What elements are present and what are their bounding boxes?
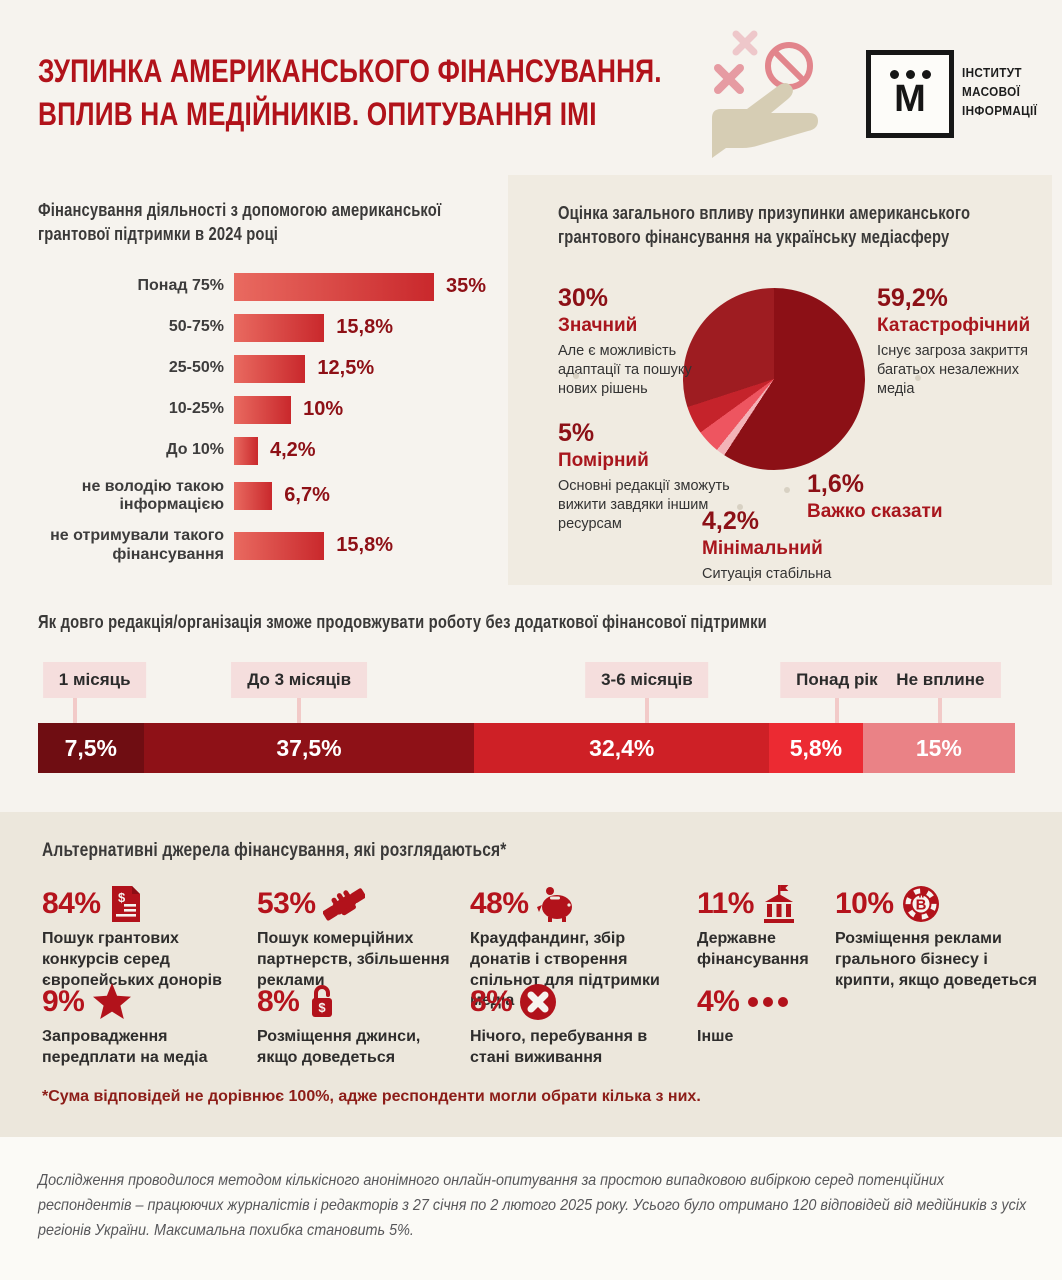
logo-org-name: ІНСТИТУТ МАСОВОЇ ІНФОРМАЦІЇ: [962, 65, 1038, 118]
pie-label-moderate: 5% Помірний Основні редакції зможуть виж…: [558, 419, 730, 533]
duration-label-box: Понад рік: [780, 662, 894, 698]
hand-icon: [712, 83, 818, 158]
bar-row: не отримували такого фінансування 15,8%: [50, 527, 394, 563]
connector-line: [938, 698, 943, 723]
star-icon: [93, 983, 132, 1019]
source-item: 84% $ Пошук грантових конкурсів серед єв…: [42, 884, 237, 991]
source-item: 11% Державне фінансування: [697, 884, 832, 971]
duration-label-box: 1 місяць: [42, 662, 147, 698]
pie-chart-title: Оцінка загального впливу призупинки амер…: [558, 203, 971, 248]
bar-row: До 10% 4,2%: [38, 436, 498, 465]
bar-row: Понад 75% 35%: [38, 272, 498, 301]
page-title-line2: ВПЛИВ НА МЕДІЙНИКІВ. ОПИТУВАННЯ ІМІ: [38, 95, 597, 132]
bar: [234, 354, 306, 383]
bar-chart-title: Фінансування діяльності з допомогою амер…: [38, 200, 442, 245]
svg-text:$: $: [118, 890, 126, 905]
source-item: 4% Інше: [697, 982, 807, 1048]
handshake-icon: [322, 888, 365, 921]
hand-prohibition-illustration: [712, 30, 818, 158]
stacked-bar: 7,5% 37,5% 32,4% 5,8% 15%: [38, 723, 1015, 773]
bar: [234, 436, 258, 465]
footnote: *Сума відповідей не дорівнює 100%, адже …: [42, 1088, 701, 1105]
page-title: ЗУПИНКА АМЕРИКАНСЬКОГО ФІНАНСУВАННЯ. ВПЛ…: [38, 50, 710, 136]
pie-label-significant: 30% Значний Але є можливість адаптації т…: [558, 284, 692, 398]
bar: [234, 272, 434, 301]
bar-row: 25-50% 12,5%: [38, 354, 498, 383]
source-item: 53% Пошук комерційних партнерств, збільш…: [257, 887, 450, 989]
alternative-sources-panel: Альтернативні джерела фінансування, які …: [0, 812, 1062, 1137]
source-item: 9% Запровадження передплати на медіа: [42, 982, 242, 1069]
casino-chip-icon: B: [902, 886, 939, 922]
ellipsis-icon: [748, 997, 789, 1007]
decor-dot: [573, 373, 579, 379]
alt-sources-title: Альтернативні джерела фінансування, які …: [42, 840, 507, 861]
source-item: 8% Нічого, перебування в стані виживання: [470, 984, 648, 1066]
decor-dot: [784, 487, 790, 493]
stacked-segment: 37,5%: [143, 723, 475, 773]
connector-line: [644, 698, 649, 723]
x-mark-icon: [714, 64, 744, 94]
bar: [234, 395, 292, 424]
stacked-segment: 7,5%: [38, 723, 144, 773]
connector-line: [297, 698, 302, 723]
piggy-bank-icon: [536, 887, 572, 922]
imi-logo: М: [866, 50, 954, 138]
connector-line: [73, 698, 78, 723]
bar-row: 50-75% 15,8%: [38, 313, 498, 342]
padlock-icon: $: [312, 985, 333, 1017]
stacked-chart-title: Як довго редакція/організація зможе прод…: [38, 612, 767, 632]
source-item: 8% $ Розміщення джинси, якщо доведеться: [257, 985, 421, 1066]
x-mark-icon: [732, 30, 758, 56]
bank-building-icon: [763, 885, 794, 923]
bar-rows: Понад 75% 35% 50-75% 15,8% 25-50% 12,5% …: [38, 272, 498, 565]
bar-row: 10-25% 10%: [38, 395, 498, 424]
stacked-segment: 5,8%: [769, 723, 863, 773]
bar: [234, 531, 325, 560]
pie-label-hard-to-say: 1,6% Важко сказати: [807, 470, 943, 522]
bar: [234, 481, 273, 510]
source-item: 10% B Розміщення реклами грального бізне…: [835, 884, 1050, 991]
pie-label-minimal: 4,2% Мінімальний Ситуація стабільна: [702, 507, 832, 582]
svg-text:B: B: [915, 897, 926, 914]
duration-stacked-chart: Як довго редакція/організація зможе прод…: [38, 610, 1015, 773]
duration-label-box: Не вплине: [880, 662, 1001, 698]
stacked-segment: 32,4%: [474, 723, 770, 773]
funding-bar-chart: Фінансування діяльності з допомогою амер…: [38, 198, 498, 564]
bar: [234, 313, 325, 342]
x-circle-icon: [520, 984, 557, 1020]
decor-dot: [737, 504, 743, 510]
methodology-text: Дослідження проводилося методом кількісн…: [38, 1172, 1027, 1239]
prohibition-icon: [765, 42, 813, 90]
duration-label-box: До 3 місяців: [231, 662, 368, 698]
duration-label-box: 3-6 місяців: [585, 662, 709, 698]
bar-row: не володію такою інформацією 6,7%: [81, 477, 330, 513]
pie-label-catastrophic: 59,2% Катастрофічний Існує загроза закри…: [877, 284, 1031, 398]
svg-text:$: $: [319, 1000, 327, 1015]
pie-chart: [683, 288, 865, 470]
page-title-line1: ЗУПИНКА АМЕРИКАНСЬКОГО ФІНАНСУВАННЯ.: [38, 53, 662, 89]
decor-dot: [915, 375, 921, 381]
logo-dots-icon: [889, 70, 931, 79]
methodology-band: Дослідження проводилося методом кількісн…: [0, 1137, 1062, 1280]
connector-line: [834, 698, 839, 723]
source-item: 48% Краудфандинг, збір донатів і створен…: [470, 887, 660, 1010]
grant-document-icon: $: [111, 886, 140, 922]
logo-letter: М: [894, 78, 926, 120]
stacked-segment: 15%: [862, 723, 1015, 773]
impact-pie-panel: Оцінка загального впливу призупинки амер…: [508, 175, 1052, 585]
